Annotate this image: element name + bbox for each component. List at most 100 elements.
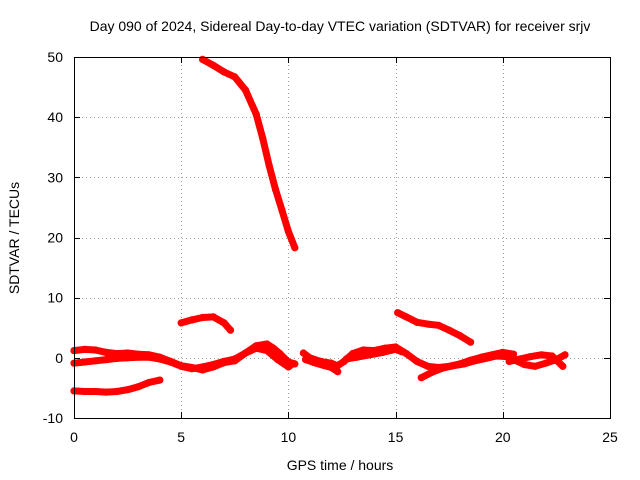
axis-ticks	[74, 57, 611, 419]
y-tick-label: 10	[47, 290, 63, 306]
y-axis-label: SDTVAR / TECUs	[6, 182, 22, 294]
data-point	[209, 313, 217, 321]
data-point	[113, 387, 121, 396]
data-point	[449, 362, 458, 370]
x-tick-label: 0	[70, 429, 78, 445]
data-point	[342, 355, 350, 363]
data-point	[145, 378, 153, 387]
data-point	[482, 354, 490, 362]
data-point	[81, 387, 89, 396]
data-point	[434, 321, 443, 329]
data-point	[516, 355, 524, 363]
data-point	[177, 362, 185, 370]
data-point	[359, 346, 367, 354]
data-point	[445, 326, 453, 334]
data-point	[252, 344, 260, 352]
data-point	[278, 206, 286, 214]
data-point	[166, 358, 175, 366]
data-point	[394, 309, 402, 317]
data-point	[199, 313, 207, 322]
data-point	[439, 364, 447, 372]
data-point	[102, 356, 110, 364]
x-tick-labels: 0 5 10 15 20 25	[70, 429, 618, 445]
x-tick-label: 10	[281, 429, 297, 445]
data-point	[456, 332, 464, 340]
data-point	[379, 348, 387, 356]
data-point	[145, 353, 153, 361]
data-point	[460, 360, 468, 368]
data-point	[124, 386, 132, 394]
data-point	[124, 354, 132, 362]
plot-series	[70, 55, 569, 396]
data-point	[392, 345, 400, 353]
y-tick-label: 30	[47, 169, 63, 185]
data-point	[274, 356, 282, 364]
data-point	[263, 340, 271, 348]
data-point	[327, 363, 335, 372]
data-point	[263, 347, 271, 355]
data-point	[134, 383, 142, 391]
data-point	[259, 134, 267, 142]
data-point	[265, 161, 273, 169]
data-point	[199, 55, 207, 64]
data-point	[284, 227, 292, 236]
data-point	[209, 360, 217, 369]
data-point	[241, 349, 250, 357]
data-point	[289, 360, 297, 368]
data-point	[527, 353, 535, 361]
data-point	[102, 388, 110, 396]
data-point	[548, 352, 556, 360]
series-line-track-e	[199, 55, 299, 252]
data-point	[252, 110, 260, 118]
data-point	[220, 68, 228, 76]
data-point	[188, 365, 196, 373]
data-point	[199, 363, 207, 371]
data-point	[302, 356, 310, 364]
y-tick-label: 0	[55, 350, 63, 366]
series-line-track-b	[70, 344, 297, 373]
data-point	[134, 353, 142, 361]
data-point	[188, 316, 196, 324]
data-point	[299, 349, 307, 357]
data-point	[91, 357, 99, 365]
data-point	[561, 351, 569, 359]
data-point	[113, 354, 121, 362]
data-point	[156, 376, 164, 384]
data-point	[413, 318, 421, 326]
x-tick-label: 20	[495, 429, 511, 445]
data-point	[102, 348, 110, 356]
data-point	[334, 368, 342, 376]
data-point	[310, 359, 318, 367]
y-tick-label: -10	[43, 410, 63, 426]
data-point	[467, 338, 475, 346]
data-point	[241, 86, 250, 94]
data-point	[531, 362, 539, 370]
chart-title: Day 090 of 2024, Sidereal Day-to-day VTE…	[90, 18, 591, 34]
x-tick-label: 25	[602, 429, 618, 445]
data-point	[499, 351, 507, 359]
x-tick-label: 15	[388, 429, 404, 445]
data-point	[91, 346, 99, 354]
data-point	[520, 360, 528, 369]
data-point	[231, 355, 239, 363]
x-tick-label: 5	[177, 429, 185, 445]
data-point	[366, 351, 374, 359]
data-point	[81, 345, 89, 353]
data-point	[353, 353, 361, 361]
data-point	[402, 313, 410, 321]
data-point	[319, 361, 327, 369]
data-point	[156, 355, 164, 363]
data-point	[424, 320, 432, 328]
data-point	[417, 374, 425, 382]
data-point	[424, 362, 432, 370]
data-point	[428, 368, 436, 376]
data-point	[537, 351, 546, 359]
data-point	[413, 357, 421, 365]
data-point	[488, 352, 496, 360]
data-point	[81, 358, 89, 366]
data-point	[291, 244, 299, 252]
data-point	[231, 73, 239, 81]
y-tick-label: 40	[47, 109, 63, 125]
data-point	[177, 319, 185, 327]
